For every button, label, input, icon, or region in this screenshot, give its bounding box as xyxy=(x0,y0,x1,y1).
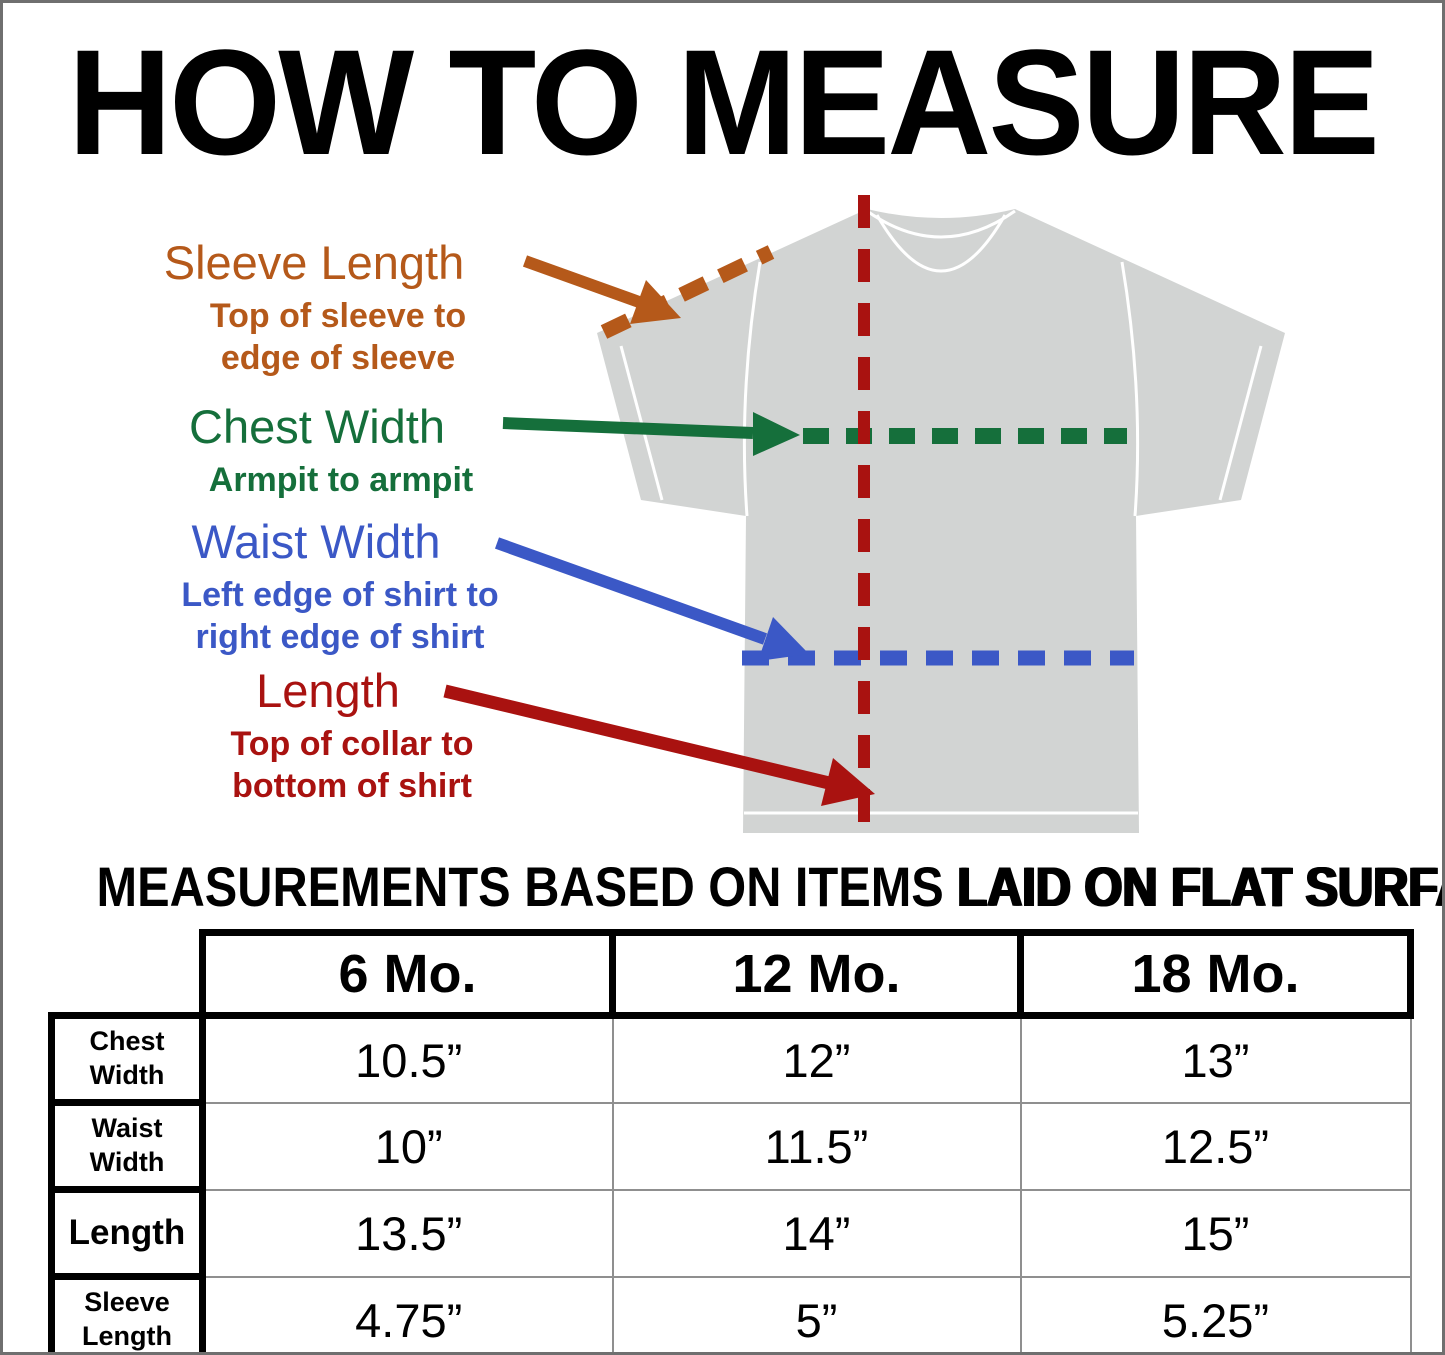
note-regular-text: MEASUREMENTS BASED ON ITEMS xyxy=(96,855,944,918)
table-cell: 14” xyxy=(611,1188,1022,1278)
column-header: 6 Mo. xyxy=(199,929,616,1019)
sleeve-arrow xyxy=(522,255,681,324)
annotation-length: Length Top of collar to bottom of shirt xyxy=(98,665,558,807)
table-cell: 12” xyxy=(611,1014,1022,1104)
table-row: Chest Width 10.5” 12” 13” xyxy=(48,1012,1412,1106)
annotation-description: Top of sleeve to edge of sleeve xyxy=(132,295,544,379)
tshirt-diagram xyxy=(443,195,1285,835)
chest-arrow xyxy=(502,412,800,456)
table-corner-cell xyxy=(52,933,203,1016)
table-row: Sleeve Length 4.75” 5” 5.25” xyxy=(48,1273,1412,1352)
annotation-title: Chest Width xyxy=(189,400,445,453)
table-cell: 5.25” xyxy=(1019,1275,1412,1352)
column-header: 18 Mo. xyxy=(1017,929,1414,1019)
table-cell: 13.5” xyxy=(201,1188,614,1278)
waist-arrow xyxy=(494,537,809,661)
table-cell: 11.5” xyxy=(611,1101,1022,1191)
annotation-title: Waist Width xyxy=(191,515,441,568)
description-line: right edge of shirt xyxy=(195,617,485,656)
description-line: Top of sleeve to xyxy=(209,296,467,335)
tshirt-seam-lines xyxy=(619,209,1263,815)
table-cell: 10” xyxy=(201,1101,614,1191)
annotation-title: Length xyxy=(256,664,400,717)
annotation-description: Left edge of shirt to right edge of shir… xyxy=(134,574,546,658)
table-row: Length 13.5” 14” 15” xyxy=(48,1186,1412,1280)
annotation-chest-width: Chest Width Armpit to armpit xyxy=(87,401,547,501)
description-line: Top of collar to xyxy=(230,724,474,763)
table-cell: 12.5” xyxy=(1019,1101,1412,1191)
annotation-title: Sleeve Length xyxy=(163,236,465,289)
description-line: Armpit to armpit xyxy=(208,460,474,499)
annotation-waist-width: Waist Width Left edge of shirt to right … xyxy=(86,516,546,658)
measurement-note: MEASUREMENTS BASED ON ITEMS LAID ON FLAT… xyxy=(96,854,1442,919)
description-line: edge of sleeve xyxy=(220,338,456,377)
table-cell: 10.5” xyxy=(201,1014,614,1104)
table-row: Waist Width 10” 11.5” 12.5” xyxy=(48,1099,1412,1193)
table-cell: 5” xyxy=(611,1275,1022,1352)
size-table: 6 Mo. 12 Mo. 18 Mo. Chest Width 10.5” 12… xyxy=(48,929,1414,1352)
note-bold-text: LAID ON FLAT SURFACE xyxy=(957,855,1442,918)
tshirt-shape xyxy=(597,209,1285,833)
description-line: bottom of shirt xyxy=(232,766,472,805)
row-header: Length xyxy=(48,1186,206,1280)
table-cell: 4.75” xyxy=(201,1275,614,1352)
annotation-description: Top of collar to bottom of shirt xyxy=(146,723,558,807)
page-title: HOW TO MEASURE xyxy=(67,18,1380,186)
sleeve-dash-line xyxy=(600,245,775,339)
length-arrow xyxy=(443,684,875,806)
table-cell: 13” xyxy=(1019,1014,1412,1104)
row-header: Sleeve Length xyxy=(48,1273,206,1352)
column-header: 12 Mo. xyxy=(609,929,1024,1019)
table-header-row: 6 Mo. 12 Mo. 18 Mo. xyxy=(52,929,1414,1019)
table-cell: 15” xyxy=(1019,1188,1412,1278)
row-header: Waist Width xyxy=(48,1099,206,1193)
annotation-sleeve-length: Sleeve Length Top of sleeve to edge of s… xyxy=(84,237,544,379)
row-header: Chest Width xyxy=(48,1012,206,1106)
description-line: Left edge of shirt to xyxy=(181,575,499,614)
annotation-description: Armpit to armpit xyxy=(135,459,547,501)
